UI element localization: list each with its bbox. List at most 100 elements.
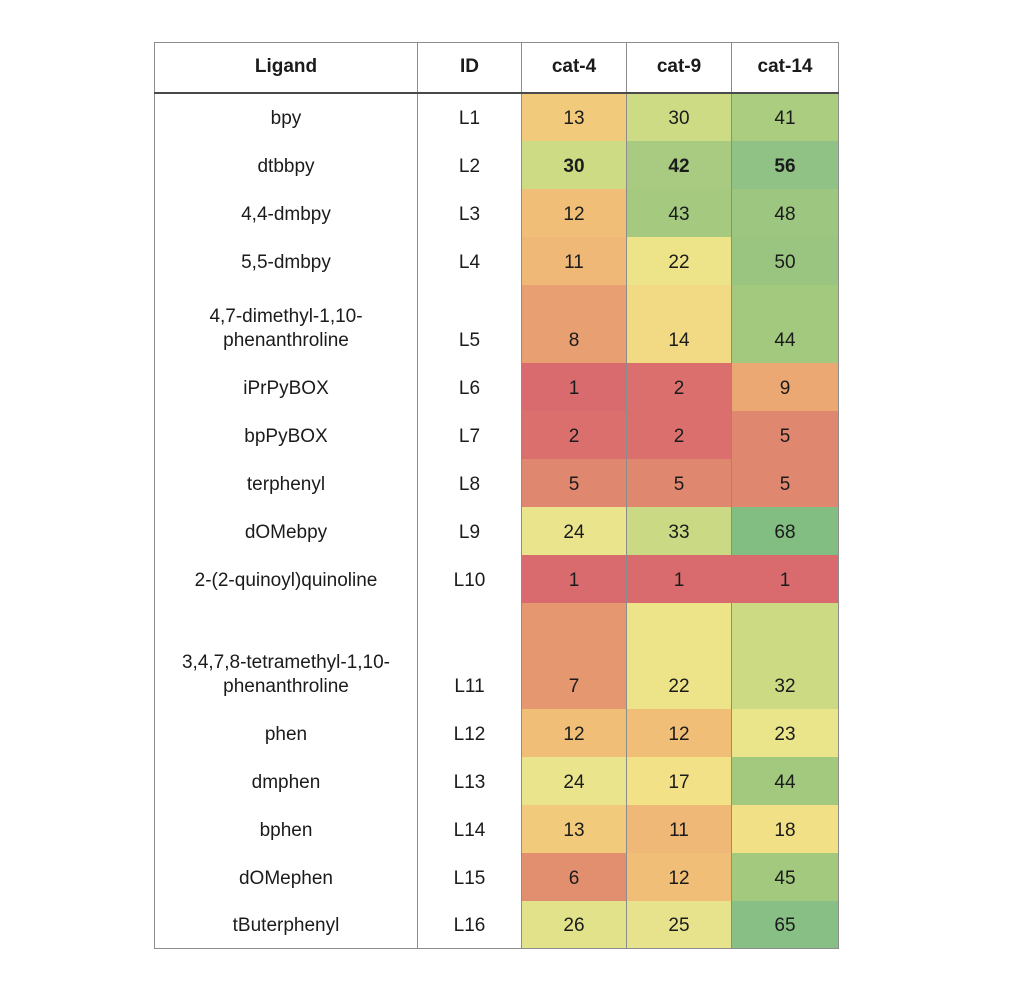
table-row: 2-(2-quinoyl)quinoline L10 1 1 1 [154, 554, 839, 603]
table-body: bpy L1 13 30 41 dtbbpy L2 30 42 56 4,4-dmbpy L3 12 43… [154, 92, 839, 949]
table-row: bphen L14 13 11 18 [154, 804, 839, 853]
table-row: tButerphenyl L16 26 25 65 [154, 900, 839, 949]
value-cell: 65 [731, 900, 839, 949]
value-cell: 11 [626, 804, 732, 853]
table-row: dOMephen L15 6 12 45 [154, 852, 839, 901]
id-cell: L11 [417, 602, 522, 709]
value-cell: 5 [626, 458, 732, 507]
value-cell: 2 [521, 410, 627, 459]
id-cell: L8 [417, 458, 522, 507]
header-row: Ligand ID cat-4 cat-9 cat-14 [154, 42, 839, 93]
value-cell: 24 [521, 506, 627, 555]
value-cell: 6 [521, 852, 627, 901]
value-cell: 32 [731, 602, 839, 709]
table-row: iPrPyBOX L6 1 2 9 [154, 362, 839, 411]
value-cell: 26 [521, 900, 627, 949]
ligand-cell: iPrPyBOX [154, 362, 418, 411]
id-cell: L16 [417, 900, 522, 949]
table-row: dtbbpy L2 30 42 56 [154, 140, 839, 189]
ligand-cell: bphen [154, 804, 418, 853]
value-cell: 24 [521, 756, 627, 805]
value-cell: 68 [731, 506, 839, 555]
value-cell: 7 [521, 602, 627, 709]
value-cell: 8 [521, 284, 627, 363]
ligand-cell: dOMebpy [154, 506, 418, 555]
value-cell: 9 [731, 362, 839, 411]
value-cell: 2 [626, 362, 732, 411]
value-cell: 25 [626, 900, 732, 949]
table-row: dOMebpy L9 24 33 68 [154, 506, 839, 555]
value-cell: 1 [521, 362, 627, 411]
ligand-cell: 5,5-dmbpy [154, 236, 418, 285]
table-row: bpPyBOX L7 2 2 5 [154, 410, 839, 459]
value-cell: 1 [626, 554, 732, 603]
value-cell: 1 [731, 554, 839, 603]
col-header-cat-14: cat-14 [731, 42, 839, 93]
value-cell: 50 [731, 236, 839, 285]
value-cell: 22 [626, 602, 732, 709]
value-cell: 17 [626, 756, 732, 805]
ligand-cell: dOMephen [154, 852, 418, 901]
id-cell: L3 [417, 188, 522, 237]
value-cell: 22 [626, 236, 732, 285]
table-row: dmphen L13 24 17 44 [154, 756, 839, 805]
value-cell: 5 [731, 410, 839, 459]
value-cell: 13 [521, 804, 627, 853]
col-header-cat-9: cat-9 [626, 42, 732, 93]
ligand-cell: dtbbpy [154, 140, 418, 189]
id-cell: L6 [417, 362, 522, 411]
table-row: 4,4-dmbpy L3 12 43 48 [154, 188, 839, 237]
ligand-cell: bpy [154, 92, 418, 141]
value-cell: 48 [731, 188, 839, 237]
value-cell: 45 [731, 852, 839, 901]
value-cell: 43 [626, 188, 732, 237]
value-cell: 1 [521, 554, 627, 603]
table-row: terphenyl L8 5 5 5 [154, 458, 839, 507]
value-cell: 13 [521, 92, 627, 141]
value-cell: 42 [626, 140, 732, 189]
table-row: phen L12 12 12 23 [154, 708, 839, 757]
value-cell: 12 [521, 708, 627, 757]
value-cell: 12 [626, 708, 732, 757]
ligand-cell: 2-(2-quinoyl)quinoline [154, 554, 418, 603]
value-cell: 12 [521, 188, 627, 237]
table-row: 3,4,7,8-tetramethyl-1,10-phenanthroline L… [154, 602, 839, 709]
id-cell: L10 [417, 554, 522, 603]
value-cell: 5 [731, 458, 839, 507]
value-cell: 30 [521, 140, 627, 189]
value-cell: 14 [626, 284, 732, 363]
table-header: Ligand ID cat-4 cat-9 cat-14 [154, 42, 839, 93]
id-cell: L5 [417, 284, 522, 363]
id-cell: L1 [417, 92, 522, 141]
ligand-cell: terphenyl [154, 458, 418, 507]
value-cell: 30 [626, 92, 732, 141]
value-cell: 12 [626, 852, 732, 901]
value-cell: 2 [626, 410, 732, 459]
value-cell: 5 [521, 458, 627, 507]
ligand-cell: 3,4,7,8-tetramethyl-1,10-phenanthroline [154, 602, 418, 709]
id-cell: L12 [417, 708, 522, 757]
id-cell: L15 [417, 852, 522, 901]
value-cell: 41 [731, 92, 839, 141]
col-header-id: ID [417, 42, 522, 93]
id-cell: L2 [417, 140, 522, 189]
value-cell: 56 [731, 140, 839, 189]
col-header-ligand: Ligand [154, 42, 418, 93]
id-cell: L9 [417, 506, 522, 555]
table-row: 4,7-dimethyl-1,10-phenanthroline L5 8 14 44 [154, 284, 839, 363]
id-cell: L4 [417, 236, 522, 285]
value-cell: 44 [731, 284, 839, 363]
value-cell: 23 [731, 708, 839, 757]
table-row: bpy L1 13 30 41 [154, 92, 839, 141]
value-cell: 11 [521, 236, 627, 285]
id-cell: L13 [417, 756, 522, 805]
ligand-cell: 4,4-dmbpy [154, 188, 418, 237]
ligand-screening-table: Ligand ID cat-4 cat-9 cat-14 bpy L1 13 30 41… [154, 42, 839, 949]
ligand-cell: phen [154, 708, 418, 757]
col-header-cat-4: cat-4 [521, 42, 627, 93]
table-row: 5,5-dmbpy L4 11 22 50 [154, 236, 839, 285]
value-cell: 44 [731, 756, 839, 805]
ligand-cell: dmphen [154, 756, 418, 805]
ligand-cell: bpPyBOX [154, 410, 418, 459]
